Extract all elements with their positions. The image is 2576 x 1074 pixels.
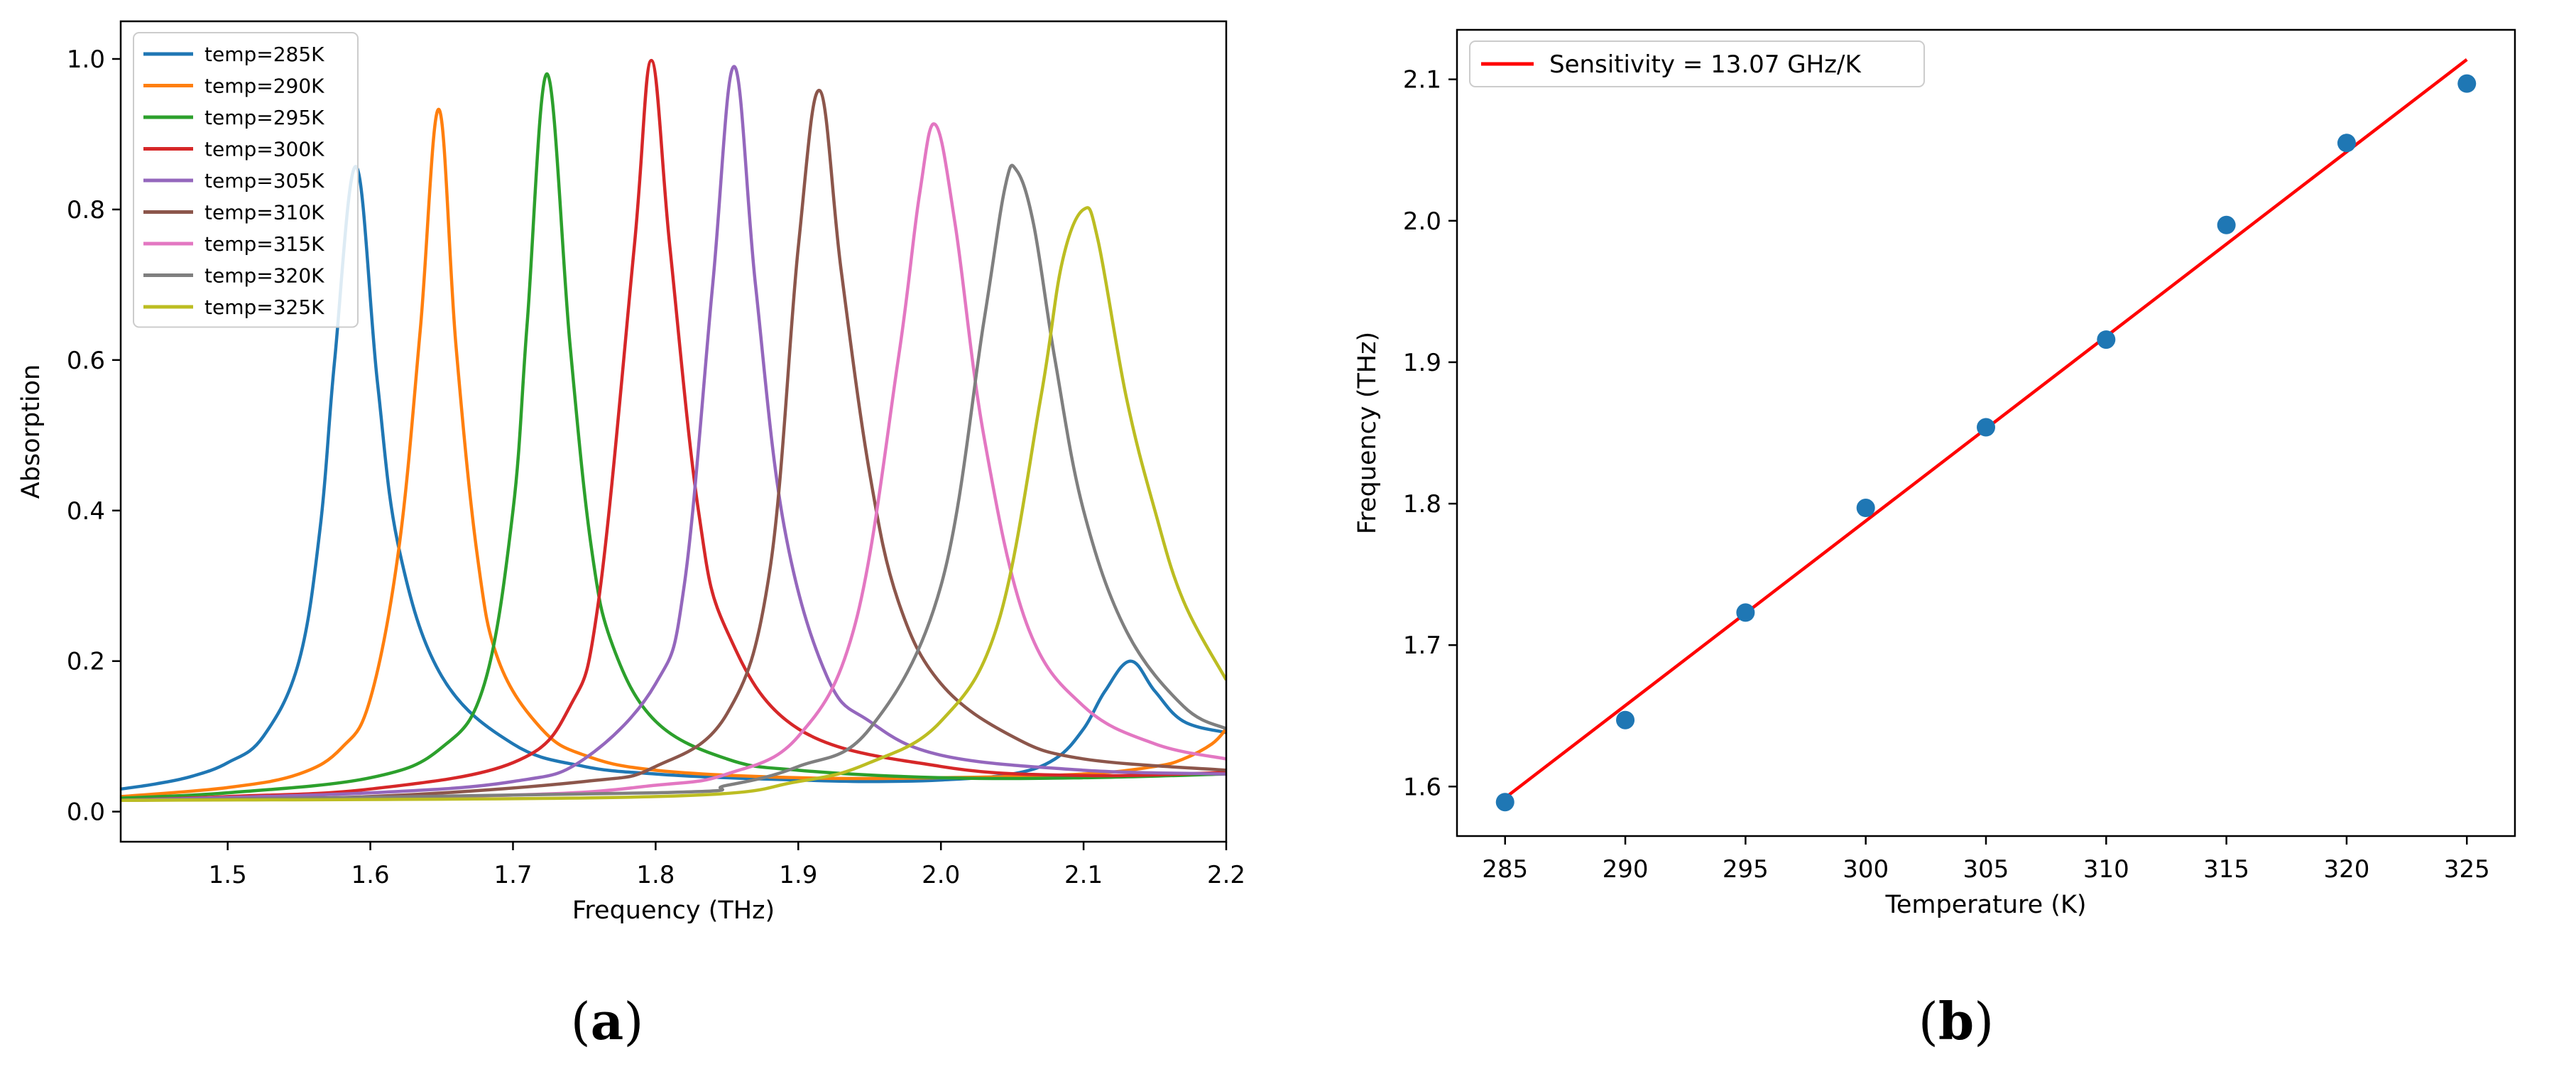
y-tick-label: 0.4 [67,497,105,526]
data-point [1496,793,1515,811]
plot-area [1496,60,2477,811]
chart-a: 1.5 1.6 1.7 1.8 1.9 2.0 2.1 2.2 0.0 0.2 0.4 0.6 0.8 1… [17,21,1245,925]
legend-label: temp=315K [204,232,324,256]
legend-label: temp=295K [204,106,324,129]
legend-label: temp=320K [204,264,324,288]
legend-label: temp=285K [204,43,324,66]
x-tick-label: 2.0 [922,861,960,889]
x-tick-label: 320 [2324,855,2370,884]
data-point [2097,330,2115,349]
data-point [1736,603,1754,622]
x-tick-label: 300 [1843,855,1889,884]
x-tick-label: 285 [1482,855,1528,884]
x-axis-label: Frequency (THz) [572,896,775,925]
y-tick-label: 0.0 [67,798,105,827]
x-tick-label: 295 [1723,855,1769,884]
x-tick-label: 1.5 [209,861,247,889]
chart-b: 285 290 295 300 305 310 315 320 325 1.6 1.7 1.8 1.9 2… [1353,30,2515,919]
y-tick-label: 2.0 [1403,207,1441,236]
x-tick-label: 290 [1603,855,1649,884]
data-point [1616,711,1634,729]
data-point [1977,418,1995,437]
x-tick-label: 2.2 [1207,861,1245,889]
legend-label: Sensitivity = 13.07 GHz/K [1549,50,1862,79]
y-tick-label: 0.6 [67,347,105,375]
x-tick-label: 1.8 [636,861,675,889]
x-tick-label: 2.1 [1064,861,1103,889]
x-tick-label: 1.9 [779,861,817,889]
y-tick-label: 0.2 [67,648,105,676]
y-axis-label: Absorption [17,364,45,499]
legend-label: temp=310K [204,201,324,224]
data-point [2457,75,2476,93]
x-tick-label: 310 [2083,855,2129,884]
legend-label: temp=325K [204,295,324,319]
y-tick-label: 1.6 [1403,773,1441,801]
panel-caption-b: (b) [1885,991,2027,1051]
x-tick-label: 1.6 [351,861,390,889]
legend-label: temp=290K [204,75,324,98]
x-tick-label: 305 [1963,855,2009,884]
panel-caption-a: (a) [536,991,678,1051]
y-tick-label: 1.9 [1403,349,1441,377]
data-point [2337,134,2356,152]
x-tick-label: 315 [2203,855,2249,884]
legend-label: temp=305K [204,169,324,192]
data-point [1857,499,1875,517]
legend-label: temp=300K [204,138,324,161]
y-tick-label: 2.1 [1403,66,1441,94]
y-axis-label: Frequency (THz) [1353,332,1382,534]
x-tick-label: 325 [2444,855,2490,884]
y-tick-label: 1.0 [67,45,105,74]
data-point [2217,216,2236,234]
x-axis-label: Temperature (K) [1884,891,2086,919]
y-tick-label: 1.8 [1403,490,1441,519]
y-tick-label: 0.8 [67,196,105,224]
x-tick-label: 1.7 [493,861,532,889]
y-tick-label: 1.7 [1403,631,1441,660]
